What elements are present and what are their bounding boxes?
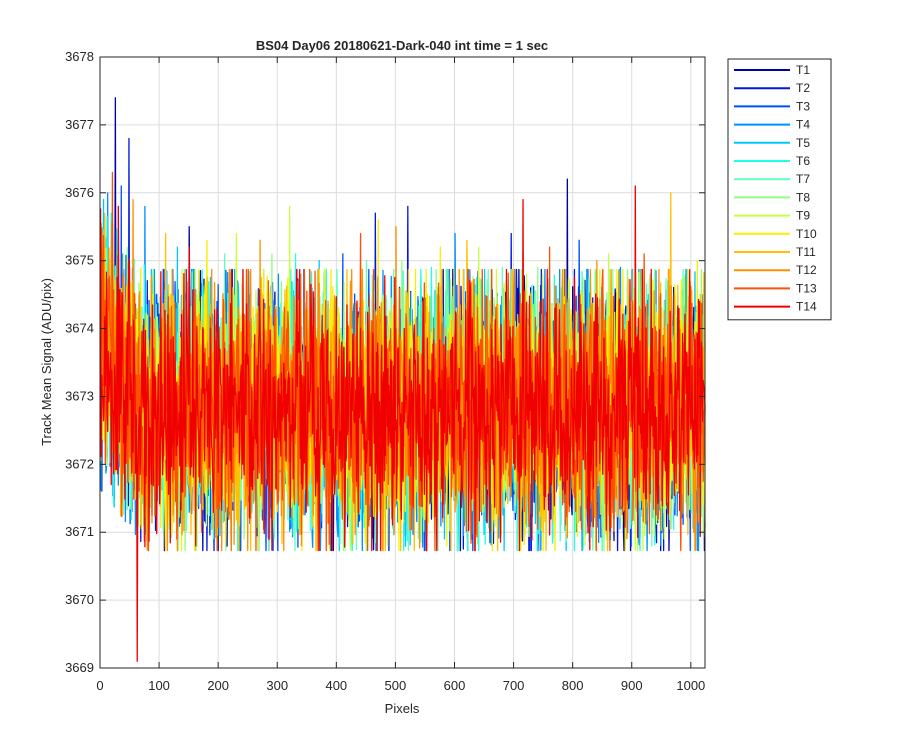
legend-entry: T10 [734,227,817,241]
axis-ticks: 0 100 200 300 400 500 600 700 800 900 1000 3669 3670… [65,49,705,693]
y-tick-label: 3678 [65,49,94,64]
y-axis-label: Track Mean Signal (ADU/pix) [39,278,54,446]
x-tick-label: 700 [503,678,525,693]
legend-label: T11 [796,245,816,259]
legend-entry: T11 [734,245,816,259]
legend-label: T9 [796,209,810,223]
series-layer [99,97,706,662]
x-tick-label: 400 [325,678,347,693]
legend-entry: T4 [734,118,810,132]
x-tick-label: 800 [562,678,584,693]
y-tick-label: 3677 [65,117,94,132]
y-tick-label: 3670 [65,592,94,607]
legend-label: T1 [796,63,810,77]
legend-label: T2 [796,81,810,95]
legend-entry: T3 [734,99,810,113]
y-tick-label: 3673 [65,388,94,403]
legend-entry: T8 [734,190,810,204]
plot-border [99,56,706,669]
legend-entry: T12 [734,263,817,277]
series-line-t13 [99,171,706,552]
series-line-t14 [99,185,706,662]
y-tick-label: 3676 [65,185,94,200]
legend-label: T8 [796,190,810,204]
x-tick-label: 300 [266,678,288,693]
legend-entry: T5 [734,136,810,150]
legend: T1 T2 T3 T4 T5 T6 T7 T8 T9 T10 T11 T12 T13 T14 [727,58,832,321]
legend-label: T4 [796,118,810,132]
legend-label: T5 [796,136,810,150]
x-tick-label: 100 [148,678,170,693]
legend-label: T14 [796,300,817,314]
chart-title: BS04 Day06 20180621-Dark-040 int time = … [256,38,548,53]
legend-label: T12 [796,263,817,277]
y-tick-label: 3674 [65,321,94,336]
x-tick-label: 600 [444,678,466,693]
legend-box [727,58,832,321]
y-tick-label: 3672 [65,456,94,471]
x-tick-label: 200 [207,678,229,693]
legend-label: T3 [796,99,810,113]
legend-entry: T7 [734,172,810,186]
legend-entry: T13 [734,281,817,295]
y-tick-label: 3671 [65,524,94,539]
legend-entry: T1 [734,63,810,77]
legend-entry: T2 [734,81,810,95]
x-tick-label: 1000 [676,678,705,693]
legend-entry: T9 [734,209,810,223]
x-axis-label: Pixels [385,701,420,716]
legend-label: T13 [796,281,817,295]
y-tick-label: 3675 [65,253,94,268]
y-tick-label: 3669 [65,660,94,675]
legend-entry: T6 [734,154,810,168]
legend-entry: T14 [734,300,817,314]
x-tick-label: 900 [621,678,643,693]
x-tick-label: 0 [96,678,103,693]
legend-label: T6 [796,154,810,168]
legend-label: T7 [796,172,810,186]
legend-label: T10 [796,227,817,241]
x-tick-label: 500 [385,678,407,693]
